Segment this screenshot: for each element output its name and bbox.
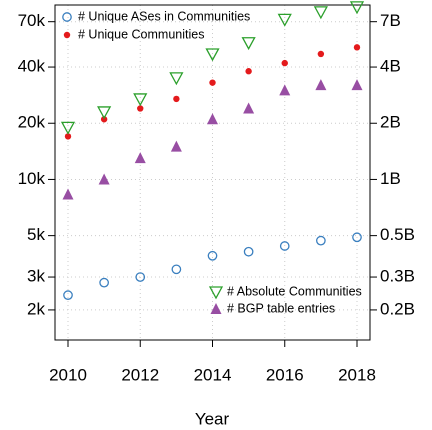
point xyxy=(207,250,218,261)
point xyxy=(64,133,72,140)
point xyxy=(243,246,254,257)
x-tick-label: 2010 xyxy=(49,365,87,384)
x-tick-label: 2018 xyxy=(338,365,376,384)
point xyxy=(133,93,148,107)
y2-tick-label: 0.5B xyxy=(380,225,415,244)
x-tick-label: 2012 xyxy=(121,365,159,384)
point xyxy=(169,72,184,86)
point xyxy=(63,290,73,300)
point xyxy=(173,95,180,103)
point xyxy=(241,37,256,51)
point xyxy=(97,106,112,120)
point xyxy=(353,44,361,51)
point xyxy=(98,173,110,185)
point xyxy=(316,235,326,246)
x-axis-label: Year xyxy=(195,409,230,428)
legend-label: # Unique ASes in Communities xyxy=(78,9,250,23)
y-tick-label: 5k xyxy=(27,225,45,244)
y2-tick-label: 0.2B xyxy=(380,299,415,318)
point xyxy=(351,79,363,91)
point xyxy=(277,13,292,27)
point xyxy=(99,277,109,288)
point xyxy=(209,79,216,86)
point xyxy=(205,48,220,62)
point xyxy=(100,116,108,123)
point xyxy=(281,59,288,67)
point xyxy=(207,113,218,125)
point xyxy=(352,232,362,243)
legend-symbol xyxy=(62,12,72,22)
legend-label: # Unique Communities xyxy=(78,27,204,41)
legend-label: # Absolute Communities xyxy=(227,284,362,298)
legend-label: # BGP table entries xyxy=(227,301,335,315)
point xyxy=(313,6,328,20)
y2-tick-label: 7B xyxy=(380,11,401,30)
point xyxy=(134,152,146,164)
point xyxy=(137,105,144,112)
point xyxy=(62,188,74,200)
point xyxy=(170,140,182,152)
point xyxy=(317,50,325,58)
legend-symbol xyxy=(208,286,224,300)
point xyxy=(279,84,291,96)
point xyxy=(279,241,290,251)
point xyxy=(171,264,182,275)
y-tick-label: 70k xyxy=(18,11,46,30)
y-tick-label: 20k xyxy=(18,113,46,132)
point xyxy=(60,121,76,135)
point xyxy=(349,1,365,15)
y-tick-label: 10k xyxy=(18,169,46,188)
y-tick-label: 2k xyxy=(27,299,45,318)
point xyxy=(245,68,252,75)
y-tick-label: 40k xyxy=(18,57,46,76)
y-tick-label: 3k xyxy=(27,267,45,286)
point xyxy=(135,272,146,282)
legend-symbol xyxy=(210,303,222,314)
y2-tick-label: 4B xyxy=(380,57,401,76)
y2-tick-label: 1B xyxy=(380,169,401,188)
x-tick-label: 2014 xyxy=(194,365,232,384)
y2-tick-label: 0.3B xyxy=(380,267,415,286)
y2-tick-label: 2B xyxy=(380,113,401,132)
legend-symbol xyxy=(63,31,71,39)
point xyxy=(243,102,255,114)
x-tick-label: 2016 xyxy=(266,365,304,384)
point xyxy=(315,79,327,91)
